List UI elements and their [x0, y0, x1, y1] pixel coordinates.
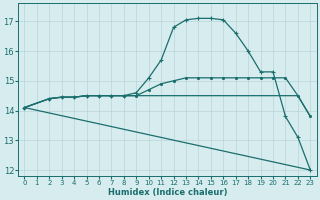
X-axis label: Humidex (Indice chaleur): Humidex (Indice chaleur) [108, 188, 227, 197]
